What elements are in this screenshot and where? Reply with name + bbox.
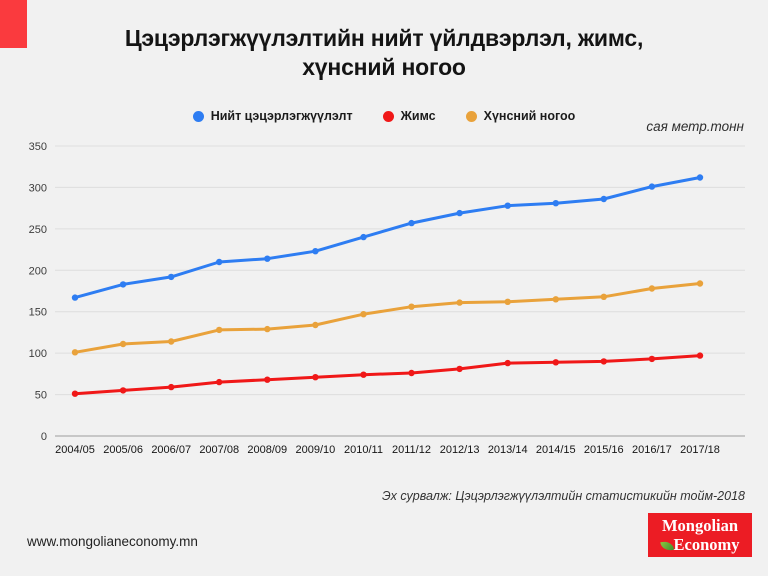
x-axis-tick-label: 2010/11: [344, 444, 383, 456]
data-point: [264, 255, 271, 262]
data-point: [552, 296, 559, 303]
data-point: [456, 209, 463, 217]
data-point: [71, 349, 79, 356]
legend-item-fruit: Жимс: [382, 109, 436, 123]
legend-dot-orange-icon: [465, 110, 477, 122]
data-point: [408, 219, 415, 227]
data-point: [552, 359, 559, 366]
y-axis-tick-label: 350: [29, 141, 47, 153]
data-point: [648, 355, 656, 363]
chart-legend: Нийт цэцэрлэгжүүлэлт Жимс Хүнсний ногоо: [0, 109, 768, 123]
footer-url: www.mongolianeconomy.mn: [27, 534, 198, 549]
x-axis-tick-label: 2011/12: [392, 444, 431, 456]
data-point: [552, 200, 559, 207]
x-axis-tick-label: 2004/05: [55, 444, 95, 456]
x-axis-tick-label: 2013/14: [488, 444, 528, 456]
data-point: [600, 195, 607, 203]
series-line: [73, 176, 702, 300]
legend-dot-red-icon: [382, 110, 394, 122]
data-point: [504, 202, 511, 209]
x-axis-tick-label: 2015/16: [584, 444, 624, 456]
legend-item-vegetables: Хүнсний ногоо: [465, 109, 576, 123]
data-point: [264, 376, 271, 383]
series-line: [73, 354, 702, 396]
y-axis-tick-label: 250: [29, 224, 47, 236]
data-point: [312, 321, 319, 329]
data-point: [71, 294, 79, 301]
y-axis-tick-label: 150: [29, 307, 47, 319]
source-note: Эх сурвалж: Цэцэрлэгжүүлэлтийн статистик…: [382, 489, 745, 503]
data-point: [504, 359, 511, 367]
data-point: [504, 298, 511, 305]
x-axis-tick-label: 2009/10: [296, 444, 336, 456]
y-axis-tick-label: 100: [29, 348, 47, 360]
data-point: [408, 369, 415, 377]
data-point: [312, 248, 319, 255]
legend-dot-blue-icon: [192, 110, 204, 122]
data-point: [648, 285, 656, 292]
series-line: [73, 282, 702, 354]
chart-title: Цэцэрлэгжүүлэлтийн нийт үйлдвэрлэл, жимс…: [124, 25, 644, 80]
y-axis-tick-label: 300: [29, 182, 47, 194]
y-axis-tick-label: 200: [29, 265, 47, 277]
logo-line1: Mongolian: [661, 516, 739, 535]
x-axis-tick-label: 2008/09: [247, 444, 287, 456]
data-point: [456, 299, 463, 306]
data-point: [600, 358, 607, 365]
data-point: [264, 325, 271, 333]
x-axis-tick-label: 2014/15: [536, 444, 576, 456]
x-axis-tick-label: 2007/08: [199, 444, 239, 456]
legend-item-total: Нийт цэцэрлэгжүүлэлт: [192, 109, 353, 123]
y-axis-tick-label: 0: [41, 431, 47, 443]
data-point: [600, 293, 607, 300]
logo-line2: Economy: [648, 535, 752, 554]
data-point: [696, 280, 704, 287]
x-axis-tick-label: 2012/13: [440, 444, 480, 456]
data-point: [216, 378, 223, 386]
data-point: [408, 303, 415, 310]
data-point: [696, 352, 704, 359]
data-point: [456, 365, 463, 373]
data-point: [168, 273, 175, 281]
legend-label-total: Нийт цэцэрлэгжүүлэлт: [210, 109, 353, 123]
data-point: [216, 326, 223, 334]
data-point: [119, 340, 127, 348]
data-point: [360, 233, 367, 241]
x-axis-tick-label: 2017/18: [680, 444, 720, 456]
data-point: [696, 174, 704, 181]
legend-label-vegetables: Хүнсний ногоо: [483, 109, 576, 123]
data-point: [119, 281, 127, 288]
x-axis-tick-label: 2006/07: [151, 444, 191, 456]
data-point: [216, 258, 223, 266]
data-point: [71, 390, 79, 397]
data-point: [168, 383, 175, 391]
axis-unit-label: сая метр.тонн: [646, 119, 744, 134]
data-point: [168, 338, 175, 345]
x-axis-tick-label: 2016/17: [632, 444, 672, 456]
x-axis-tick-label: 2005/06: [103, 444, 143, 456]
data-point: [360, 371, 367, 378]
data-point: [312, 374, 319, 381]
data-point: [119, 387, 127, 394]
leaf-icon: [659, 539, 674, 553]
legend-label-fruit: Жимс: [400, 109, 436, 123]
y-axis-tick-label: 50: [35, 390, 47, 402]
data-point: [360, 311, 367, 318]
accent-rect: [0, 0, 27, 48]
mongolian-economy-logo: Mongolian Economy: [648, 513, 752, 557]
data-point: [648, 183, 656, 190]
